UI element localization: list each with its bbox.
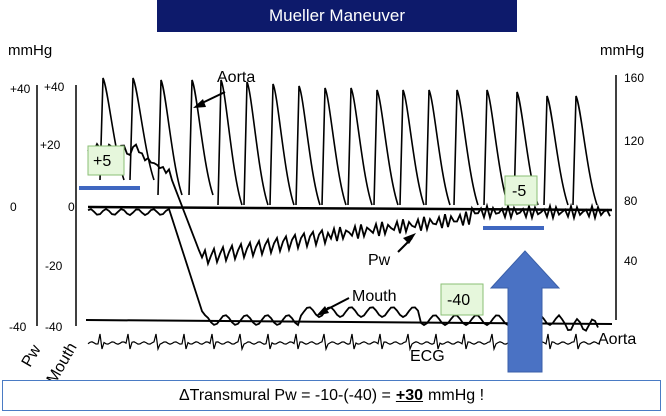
pw-tick-label: +40 xyxy=(10,82,31,96)
formula-box: ΔTransmural Pw = -10-(-40) = +30 mmHg ! xyxy=(2,380,661,411)
pw-zero-line xyxy=(87,205,613,212)
formula-suffix: mmHg ! xyxy=(428,386,485,404)
pw-tick-label: -20 xyxy=(45,259,63,273)
pw-axis-title: Pw xyxy=(19,342,45,370)
left-unit-label: mmHg xyxy=(8,42,52,59)
mouth-pointer-head xyxy=(316,306,329,316)
aorta-trace xyxy=(99,77,598,206)
pw-trace-label: Pw xyxy=(368,252,391,269)
aorta-tick-label: 160 xyxy=(624,71,644,85)
right-unit-label: mmHg xyxy=(600,42,644,59)
aorta-right-label: Aorta xyxy=(598,331,636,348)
aorta-pointer xyxy=(199,91,226,105)
pw-during-value: -5 xyxy=(512,183,526,200)
aorta-pointer-head xyxy=(193,99,206,108)
aorta-tick-label: 120 xyxy=(624,134,644,148)
mouth-tick-label: 0 xyxy=(68,200,75,214)
pw-pointer-head xyxy=(403,233,416,244)
aorta-top-label: Aorta xyxy=(217,69,255,86)
pw-during-badge xyxy=(504,175,538,206)
up-arrow xyxy=(489,250,561,373)
pw-tick-label: +20 xyxy=(40,138,61,152)
formula-value: +30 xyxy=(395,386,424,404)
title-bar: Mueller Maneuver xyxy=(157,0,517,32)
pw-tick-label: 0 xyxy=(10,200,17,214)
formula-prefix: ΔTransmural Pw = -10-(-40) = xyxy=(178,386,391,404)
pw-before-value: +5 xyxy=(93,153,111,170)
aorta-tick-label: 40 xyxy=(624,254,638,268)
ecg-label: ECG xyxy=(410,348,445,365)
pw-tick-label: -40 xyxy=(9,320,27,334)
aorta-tick-label: 80 xyxy=(624,194,638,208)
mouth-trace-label: Mouth xyxy=(352,288,396,305)
chart-title: Mueller Maneuver xyxy=(268,6,406,25)
mouth-tick-label: -40 xyxy=(45,320,63,334)
pw-before-badge xyxy=(87,145,125,176)
mouth-during-value: -40 xyxy=(447,292,470,309)
mouth-during-badge xyxy=(440,283,484,316)
pw-trace xyxy=(87,142,611,267)
mouth-tick-label: +40 xyxy=(44,80,65,94)
aorta-pulse xyxy=(99,77,598,206)
